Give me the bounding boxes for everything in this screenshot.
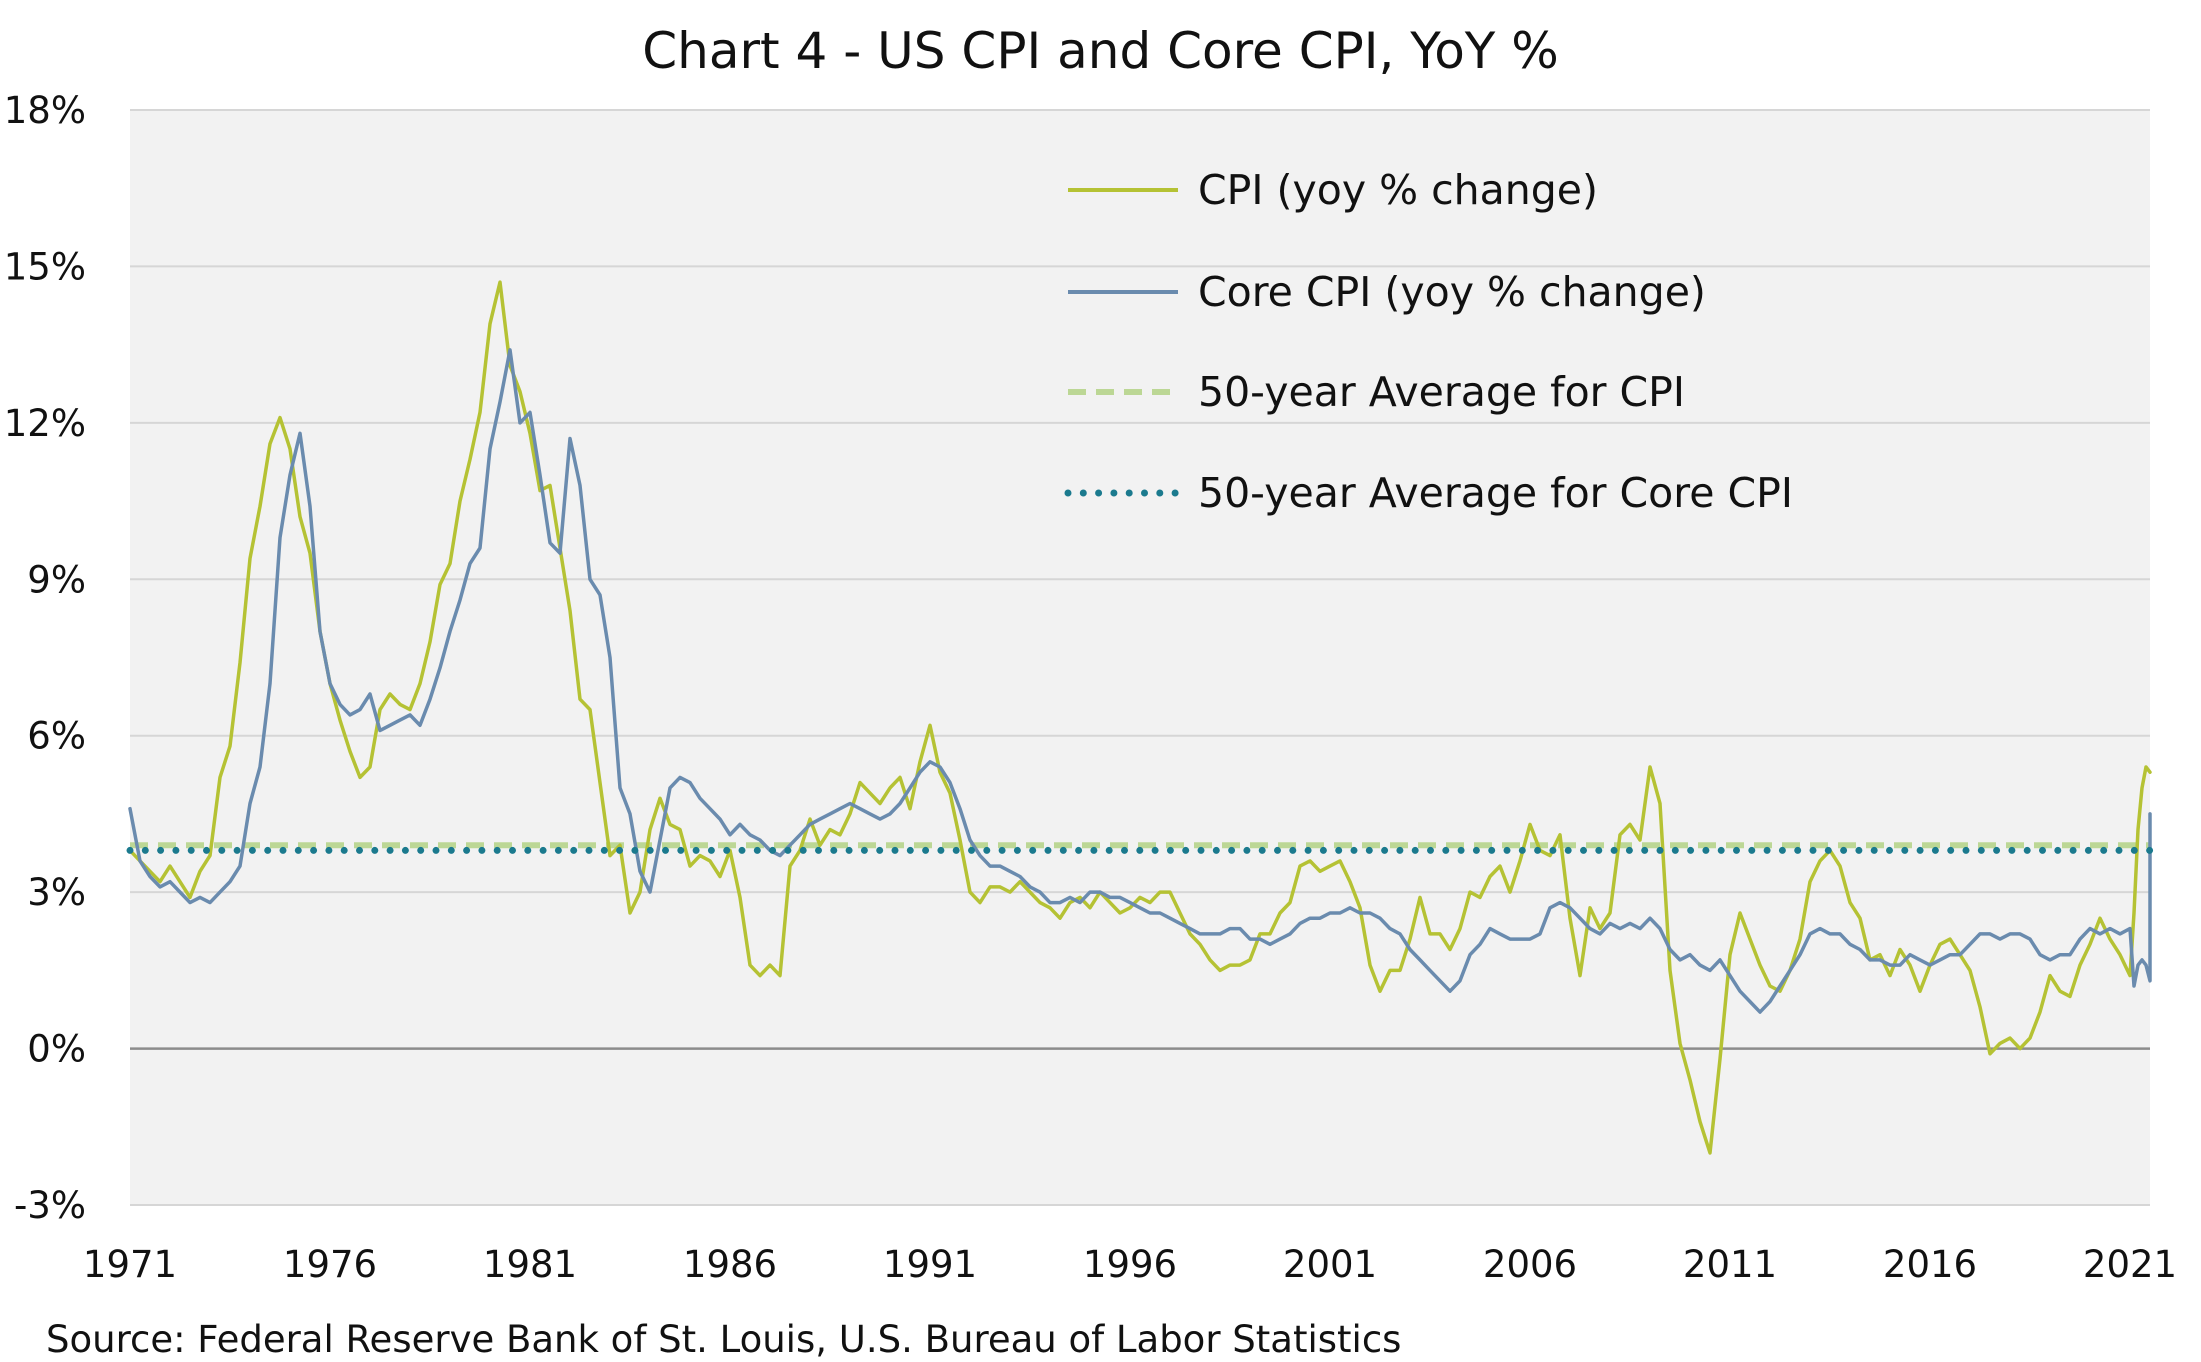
- legend-item-core-cpi: Core CPI (yoy % change): [1068, 268, 1706, 316]
- plot-area: [130, 110, 2150, 1205]
- legend-item-core-cpi-average: 50-year Average for Core CPI: [1064, 469, 1793, 517]
- x-tick-label: 2011: [1683, 1243, 1777, 1286]
- source-note: Source: Federal Reserve Bank of St. Loui…: [46, 1318, 1402, 1361]
- x-tick-label: 2006: [1483, 1243, 1577, 1286]
- y-tick-label: 3%: [27, 871, 86, 914]
- gridlines: [130, 109, 2150, 1206]
- series-layer: [126, 280, 2154, 1155]
- core-cpi-line: [128, 348, 2152, 1014]
- cpi-line: [128, 280, 2152, 1155]
- legend: CPI (yoy % change) Core CPI (yoy % change…: [1064, 166, 1793, 517]
- x-tick-label: 1986: [683, 1243, 777, 1286]
- legend-label: 50-year Average for CPI: [1198, 368, 1685, 416]
- legend-item-cpi: CPI (yoy % change): [1068, 166, 1598, 214]
- y-tick-label: 15%: [4, 245, 86, 288]
- chart-title: Chart 4 - US CPI and Core CPI, YoY %: [642, 22, 1559, 80]
- x-tick-label: 1981: [483, 1243, 577, 1286]
- x-tick-label: 1991: [883, 1243, 977, 1286]
- legend-label: 50-year Average for Core CPI: [1198, 469, 1793, 517]
- x-tick-label: 2021: [2083, 1243, 2177, 1286]
- y-tick-label: 9%: [27, 558, 86, 601]
- x-tick-label: 2001: [1283, 1243, 1377, 1286]
- x-tick-label: 1976: [283, 1243, 377, 1286]
- y-tick-label: -3%: [14, 1184, 86, 1227]
- y-tick-label: 6%: [27, 715, 86, 758]
- legend-label: Core CPI (yoy % change): [1198, 268, 1706, 316]
- legend-label: CPI (yoy % change): [1198, 166, 1598, 214]
- x-tick-label: 1996: [1083, 1243, 1177, 1286]
- y-tick-label: 0%: [27, 1028, 86, 1071]
- axis-labels: -3% 0% 3% 6% 9% 12% 15% 18% 1971 1976 1981 1986 1991…: [4, 89, 2177, 1286]
- legend-item-cpi-average: 50-year Average for CPI: [1068, 368, 1685, 416]
- y-tick-label: 12%: [4, 402, 86, 445]
- x-tick-label: 2016: [1883, 1243, 1977, 1286]
- x-tick-label: 1971: [83, 1243, 177, 1286]
- y-tick-label: 18%: [4, 89, 86, 132]
